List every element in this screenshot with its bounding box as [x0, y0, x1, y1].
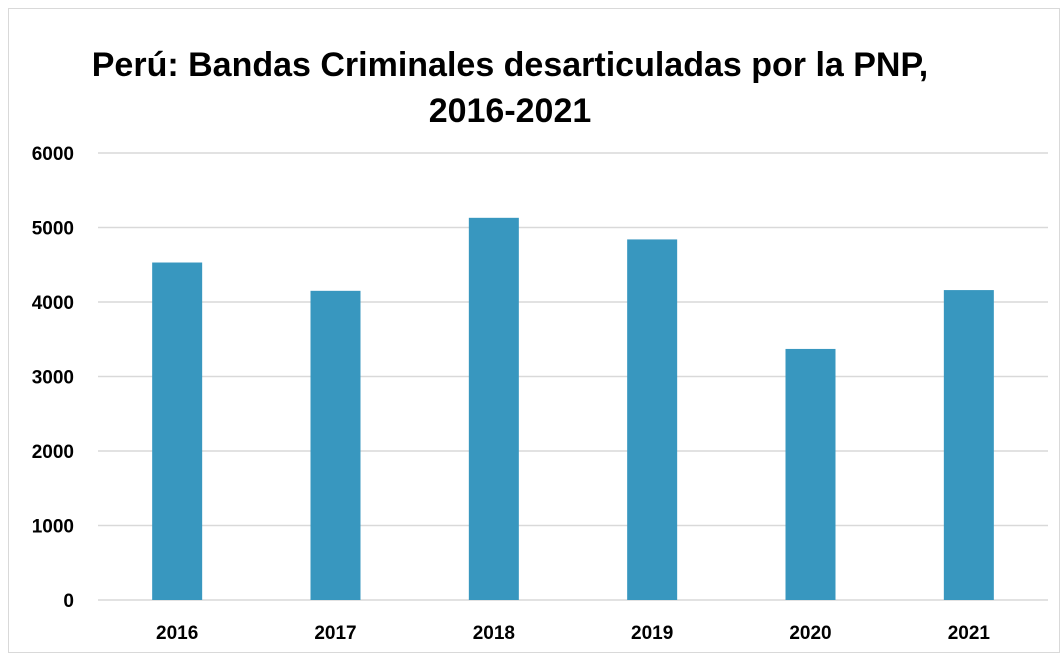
bar-2020	[785, 348, 836, 600]
chart-title-line-2: 2016-2021	[428, 92, 592, 130]
bar-2021	[943, 290, 994, 600]
bar-2017	[310, 290, 361, 600]
y-tick-label: 1000	[32, 517, 74, 538]
x-tick-label: 2016	[156, 623, 198, 644]
y-tick-label: 6000	[32, 144, 74, 165]
x-tick-label: 2018	[473, 623, 515, 644]
gridlines	[98, 152, 1048, 601]
x-tick-label: 2019	[631, 623, 673, 644]
bar-2016	[152, 262, 203, 600]
y-axis-tick-labels: 0 1000 2000 3000 4000 5000 6000	[32, 144, 74, 612]
chart-title-line-1: Perú: Bandas Criminales desarticuladas p…	[91, 46, 929, 84]
chart-title: Perú: Bandas Criminales desarticuladas p…	[30, 42, 990, 134]
bar-2019	[627, 239, 678, 601]
y-tick-label: 0	[63, 591, 74, 612]
bars	[152, 217, 994, 601]
x-tick-label: 2020	[789, 623, 831, 644]
bar-2018	[468, 217, 519, 600]
x-tick-label: 2017	[314, 623, 356, 644]
x-tick-label: 2021	[948, 623, 991, 644]
y-tick-label: 4000	[32, 293, 74, 314]
y-tick-label: 2000	[32, 442, 74, 463]
y-tick-label: 5000	[32, 219, 74, 240]
y-tick-label: 3000	[32, 368, 74, 389]
x-axis-tick-labels: 2016 2017 2018 2019 2020 2021	[156, 623, 990, 644]
